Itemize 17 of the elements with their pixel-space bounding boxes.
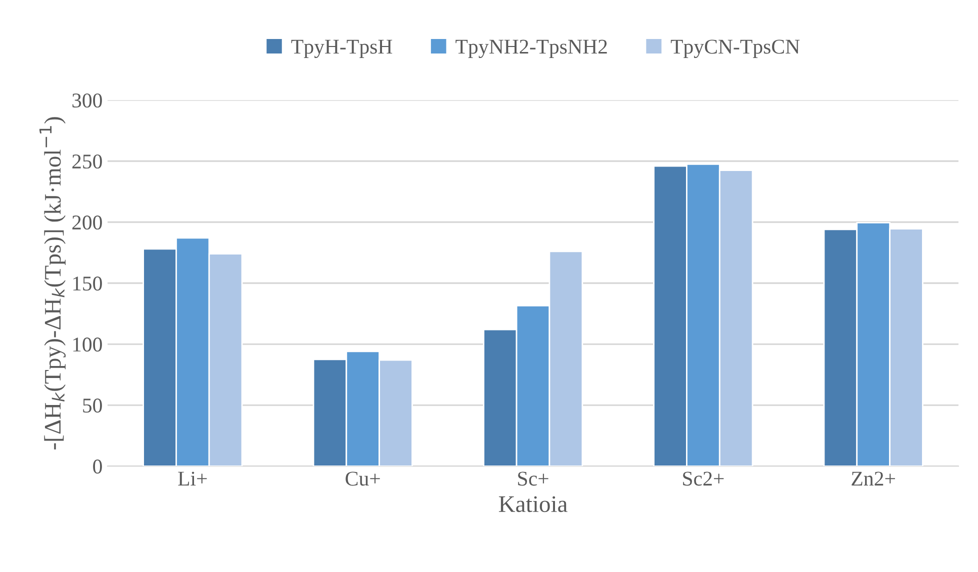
x-tick-label: Sc2+ [683,472,724,486]
y-axis-title: -[ΔH$_{k}$(Tpy)-ΔH$_{k}$(Tps)] (kJ·mol$^{−1}$) [39,117,66,450]
x-tick-label: Zn2+ [852,472,895,486]
legend-label: TpyCN-TpsCN [670,40,800,58]
x-axis-title: Katioia [498,496,568,512]
y-tick-label: 250 [72,154,102,169]
y-tick-label: 50 [83,398,102,413]
y-tick-label: 200 [72,216,102,230]
y-tick-label: 150 [73,276,102,291]
y-tick-label: 100 [73,338,102,352]
x-tick-label: Li+ [178,472,207,486]
legend-label: TpyNH2-TpsNH2 [456,40,607,58]
y-tick-label: 300 [72,93,102,108]
x-tick-label: Sc+ [518,472,548,486]
legend-label: TpyH-TpsH [291,40,392,58]
y-tick-label: 0 [93,460,102,474]
x-tick-label: Cu+ [346,472,380,486]
